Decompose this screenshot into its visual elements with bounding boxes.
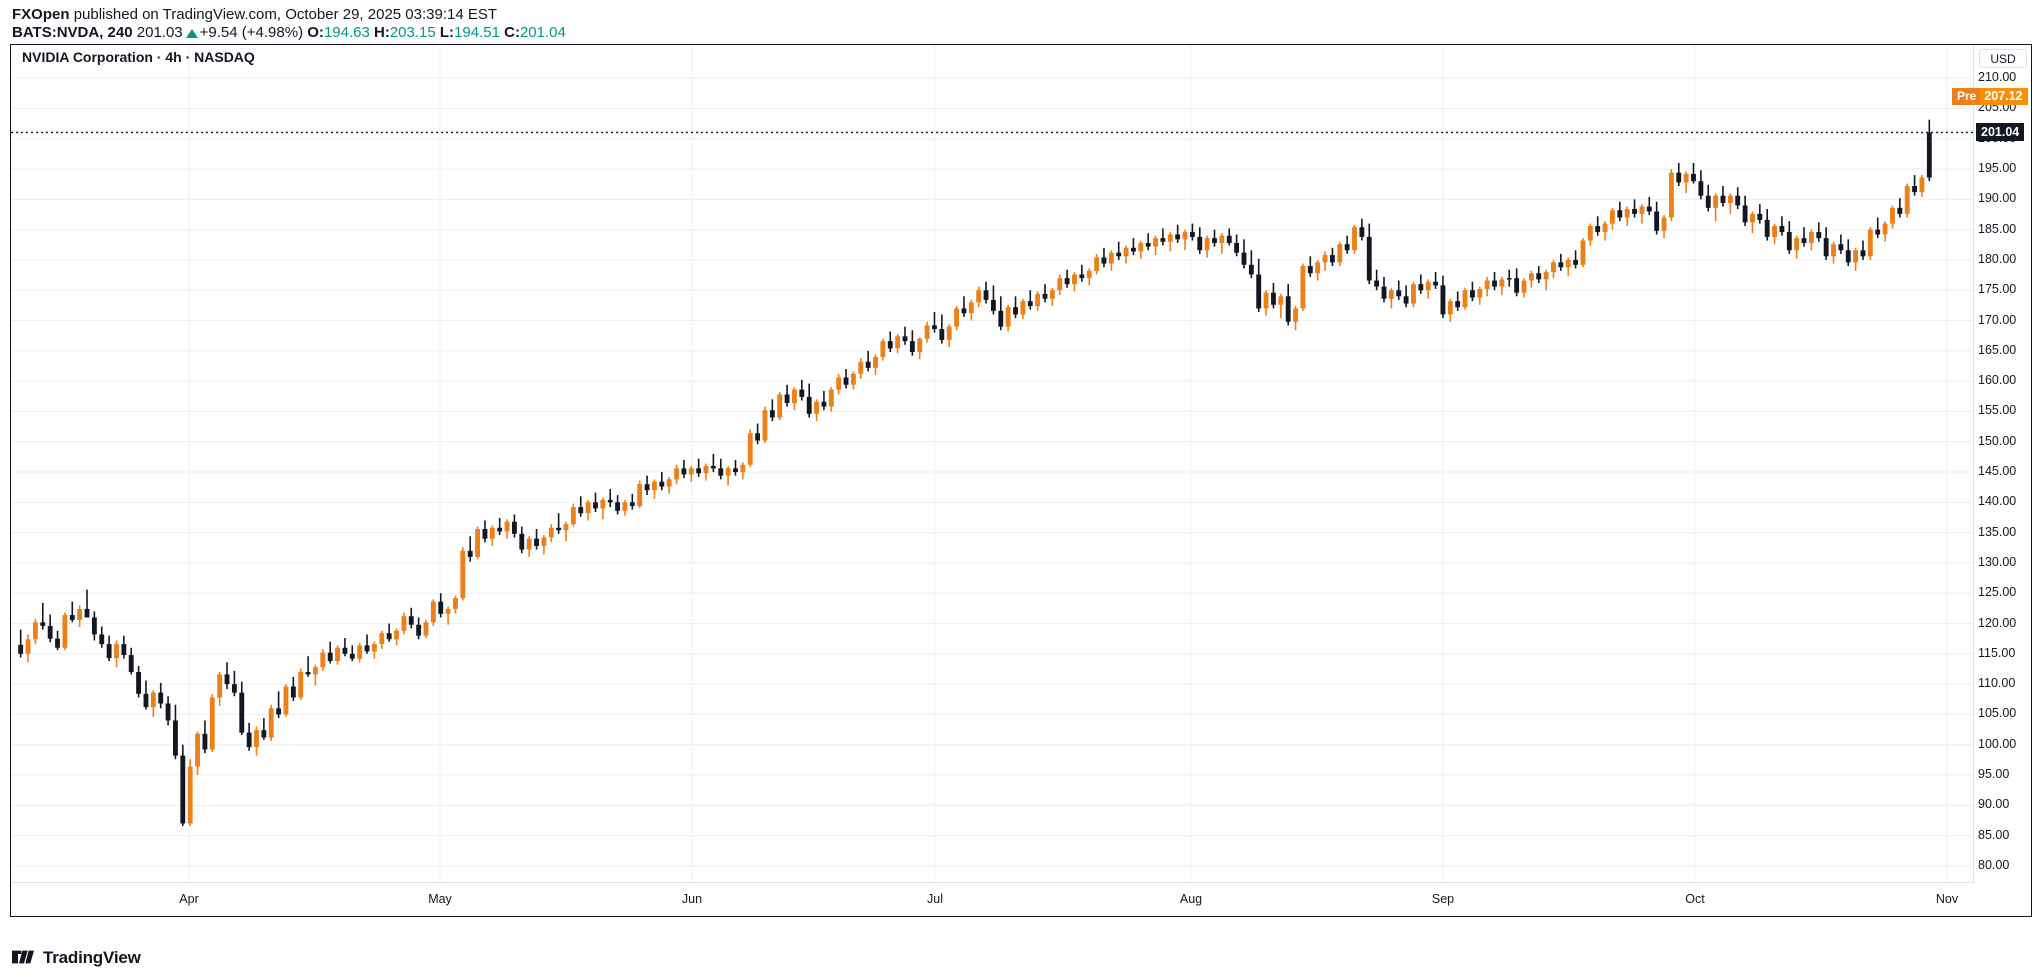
- high-label: H:: [374, 24, 390, 41]
- price-axis-label: 195.00: [1978, 161, 2017, 176]
- tradingview-footer: TradingView: [12, 948, 141, 968]
- chart-header-legend: FXOpen published on TradingView.com, Oct…: [12, 6, 566, 41]
- time-axis[interactable]: Apr May Jun Jul Aug Sep Oct Nov: [11, 882, 1975, 916]
- candlestick-canvas: [11, 45, 1975, 883]
- time-axis-label: Aug: [1179, 892, 1203, 906]
- close-value: 201.04: [519, 24, 566, 41]
- publisher-line: FXOpen published on TradingView.com, Oct…: [12, 6, 566, 23]
- open-value: 194.63: [323, 24, 370, 41]
- time-axis-label: Jun: [681, 892, 703, 906]
- price-axis-label: 150.00: [1978, 433, 2017, 448]
- currency-badge[interactable]: USD: [1979, 49, 2027, 68]
- price-axis-label: 180.00: [1978, 251, 2017, 266]
- time-axis-label: Oct: [1685, 892, 1705, 906]
- change-abs-label: +9.54: [199, 24, 238, 41]
- price-axis-label: 210.00: [1978, 70, 2017, 85]
- high-value: 203.15: [389, 24, 436, 41]
- symbol-ohlc-line: BATS:NVDA, 240 201.03 +9.54 (+4.98%) O:19…: [12, 24, 566, 41]
- time-axis-label: May: [428, 892, 452, 906]
- price-axis-label: 115.00: [1978, 645, 2016, 660]
- change-pct-label: (+4.98%): [241, 24, 304, 41]
- last-price-tag: 201.04: [1976, 123, 2025, 142]
- price-axis-label: 80.00: [1978, 857, 2010, 872]
- low-label: L:: [439, 24, 455, 41]
- price-axis-label: 125.00: [1978, 585, 2017, 600]
- tradingview-wordmark: TradingView: [43, 948, 141, 967]
- price-axis-label: 95.00: [1978, 767, 2010, 781]
- price-axis-label: 175.00: [1978, 282, 2017, 297]
- price-axis-label: 160.00: [1978, 373, 2017, 388]
- time-axis-label: Jul: [927, 892, 943, 906]
- price-axis-label: 135.00: [1978, 524, 2017, 539]
- price-axis-label: 90.00: [1978, 797, 2010, 812]
- price-axis-label: 110.00: [1978, 676, 2016, 691]
- price-axis-label: 105.00: [1978, 706, 2017, 721]
- price-axis-label: 155.00: [1978, 403, 2017, 418]
- price-axis-label: 120.00: [1978, 615, 2017, 630]
- time-axis-label: Nov: [1935, 892, 1959, 906]
- time-axis-label: Apr: [179, 892, 199, 906]
- triangle-up-icon: [185, 29, 198, 38]
- price-axis-label: 100.00: [1978, 736, 2017, 751]
- low-value: 194.51: [454, 24, 500, 41]
- premarket-price-tag: Pre 207.12: [1952, 87, 2028, 105]
- price-axis-label: 170.00: [1978, 312, 2017, 327]
- price-axis-label: 185.00: [1978, 221, 2017, 236]
- premarket-value: 207.12: [1980, 87, 2028, 105]
- price-axis-label: 190.00: [1978, 191, 2017, 206]
- price-axis-label: 85.00: [1978, 827, 2010, 842]
- chart-frame[interactable]: NVIDIA Corporation · 4h · NASDAQ USD 210…: [10, 44, 2032, 917]
- price-axis-label: 145.00: [1978, 464, 2017, 479]
- close-label: C:: [504, 24, 520, 41]
- time-axis-label: Sep: [1431, 892, 1455, 906]
- premarket-label: Pre: [1952, 87, 1981, 105]
- symbol-label: BATS:NVDA, 240: [12, 24, 133, 41]
- last-price-label: 201.03: [136, 24, 183, 41]
- chart-plot-area[interactable]: [11, 45, 1975, 883]
- chart-title: NVIDIA Corporation · 4h · NASDAQ: [22, 49, 255, 65]
- price-axis-label: 130.00: [1978, 554, 2017, 569]
- price-axis-label: 140.00: [1978, 494, 2017, 509]
- tradingview-logo-icon: [12, 950, 34, 964]
- publisher-name: FXOpen: [12, 6, 70, 23]
- published-text: published on TradingView.com, October 29…: [73, 6, 498, 23]
- price-axis[interactable]: USD 210.00205.00200.00195.00190.00185.00…: [1952, 45, 2031, 883]
- price-axis-label: 165.00: [1978, 342, 2017, 357]
- open-label: O:: [307, 24, 324, 41]
